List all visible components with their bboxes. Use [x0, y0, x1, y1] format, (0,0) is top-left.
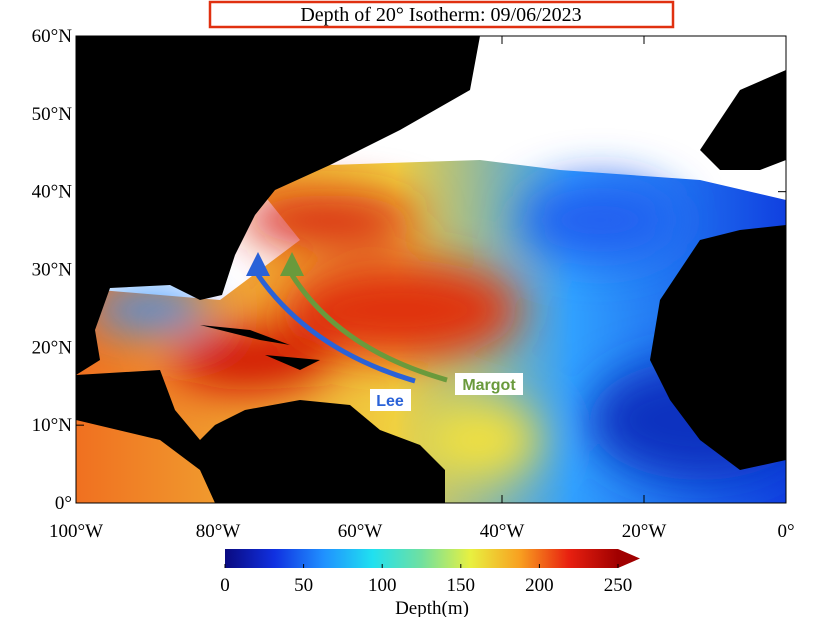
storm-label: Lee: [376, 393, 404, 410]
colorbar-tick-label: 250: [604, 575, 633, 596]
colorbar-extend: [618, 549, 640, 568]
colorbar-label: Depth(m): [395, 598, 469, 617]
arrow-lee: [246, 252, 270, 276]
lon-label: 40°W: [480, 521, 525, 542]
colorbar-tick-label: 200: [525, 575, 554, 596]
title: Depth of 20° Isotherm: 09/06/2023: [300, 4, 581, 26]
colorbar-tick-label: 100: [368, 575, 397, 596]
colorbar-tick-label: 0: [220, 575, 230, 596]
lat-label: 50°N: [32, 104, 73, 125]
track-margot: [289, 273, 448, 383]
arrow-margot: [280, 252, 304, 276]
colorbar: [225, 549, 618, 568]
lat-label: 20°N: [32, 337, 73, 358]
label-bg: [370, 389, 411, 411]
title-box: [208, 0, 675, 29]
lon-label: 80°W: [196, 521, 241, 542]
lat-label: 10°N: [32, 415, 73, 436]
map: [76, 36, 786, 503]
colorbar-tick-label: 50: [294, 575, 313, 596]
lat-label: 40°N: [32, 182, 73, 203]
lon-label: 0°: [777, 521, 794, 542]
lat-label: 60°N: [32, 26, 73, 47]
lon-label: 100°W: [49, 521, 103, 542]
lat-label: 0°: [55, 493, 72, 514]
colorbar-tick-label: 150: [447, 575, 476, 596]
storm-tracks: Lee Margot: [246, 252, 523, 411]
lon-label: 20°W: [622, 521, 667, 542]
track-lee: [255, 273, 416, 384]
label-bg: [455, 373, 523, 395]
lat-label: 30°N: [32, 260, 73, 281]
storm-label: Margot: [462, 377, 516, 394]
lon-label: 60°W: [338, 521, 383, 542]
